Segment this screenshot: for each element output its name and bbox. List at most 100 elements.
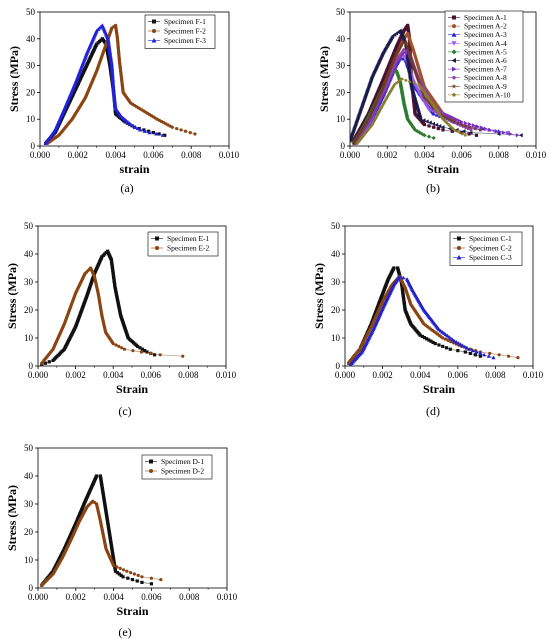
data-point bbox=[411, 65, 417, 70]
data-point bbox=[429, 339, 433, 343]
legend-label: Specimen A-3 bbox=[464, 30, 507, 39]
data-point bbox=[496, 131, 501, 137]
data-point bbox=[431, 111, 436, 116]
data-point bbox=[451, 338, 457, 343]
y-tick-label: 20 bbox=[331, 305, 341, 315]
data-point bbox=[405, 51, 409, 56]
data-point bbox=[401, 275, 406, 280]
legend-label: Specimen D-1 bbox=[161, 457, 204, 466]
data-point bbox=[412, 81, 416, 85]
data-point bbox=[426, 100, 432, 105]
data-point bbox=[443, 114, 448, 120]
data-point bbox=[406, 49, 412, 55]
y-axis-title: Stress (MPa) bbox=[312, 263, 326, 329]
data-point bbox=[487, 127, 492, 133]
data-point bbox=[113, 569, 118, 573]
data-point bbox=[125, 569, 129, 573]
data-point bbox=[470, 348, 475, 353]
data-point bbox=[407, 53, 413, 58]
data-point bbox=[181, 354, 185, 358]
data-point bbox=[447, 117, 453, 122]
series-specimen-f-3 bbox=[43, 23, 165, 145]
data-point bbox=[135, 579, 139, 583]
data-point bbox=[151, 131, 155, 135]
data-point bbox=[479, 125, 484, 130]
x-tick-label: 0.008 bbox=[489, 150, 510, 160]
legend-label: Specimen E-1 bbox=[167, 234, 210, 243]
data-point bbox=[475, 124, 480, 129]
data-point bbox=[140, 580, 144, 584]
x-tick-label: 0.004 bbox=[414, 150, 435, 160]
legend-marker bbox=[152, 19, 156, 24]
data-point bbox=[410, 63, 416, 68]
y-tick-label: 40 bbox=[24, 471, 34, 481]
data-point bbox=[415, 75, 420, 80]
data-point bbox=[436, 126, 440, 131]
data-point bbox=[441, 344, 445, 348]
data-point bbox=[122, 347, 127, 351]
x-tick-label: 0.000 bbox=[28, 370, 49, 380]
data-point bbox=[488, 351, 492, 355]
data-point bbox=[458, 131, 462, 134]
legend-marker bbox=[149, 469, 153, 473]
legend-marker bbox=[451, 32, 457, 37]
series-line bbox=[41, 475, 152, 586]
data-point bbox=[413, 71, 419, 76]
x-tick-label: 0.004 bbox=[105, 150, 126, 160]
legend-marker bbox=[452, 15, 456, 20]
data-point bbox=[474, 133, 479, 137]
data-point bbox=[405, 43, 410, 49]
y-tick-label: 30 bbox=[26, 61, 36, 71]
x-tick-label: 0.002 bbox=[68, 150, 88, 160]
data-point bbox=[424, 119, 429, 124]
data-point bbox=[402, 48, 406, 51]
x-tick-label: 0.006 bbox=[143, 150, 164, 160]
data-point bbox=[193, 132, 197, 136]
data-point bbox=[400, 56, 406, 61]
data-point bbox=[458, 342, 463, 346]
data-point bbox=[157, 132, 161, 136]
x-tick-label: 0.000 bbox=[335, 370, 356, 380]
data-point bbox=[444, 346, 449, 350]
x-tick-label: 0.010 bbox=[216, 370, 237, 380]
data-point bbox=[422, 336, 427, 340]
x-axis-title: Strain bbox=[427, 162, 459, 176]
y-tick-label: 20 bbox=[336, 87, 346, 97]
y-tick-label: 50 bbox=[24, 221, 34, 231]
data-point bbox=[427, 124, 431, 128]
data-point bbox=[486, 354, 491, 358]
data-point bbox=[410, 60, 415, 66]
x-tick-label: 0.002 bbox=[65, 370, 85, 380]
data-point bbox=[460, 119, 464, 124]
x-tick-label: 0.006 bbox=[141, 592, 162, 602]
data-point bbox=[392, 266, 396, 270]
legend-label: Specimen C-1 bbox=[469, 234, 512, 243]
data-point bbox=[139, 350, 143, 354]
legend-label: Specimen A-5 bbox=[464, 47, 507, 56]
data-point bbox=[119, 573, 123, 577]
data-point bbox=[508, 131, 513, 137]
data-point bbox=[443, 337, 448, 341]
y-tick-label: 40 bbox=[24, 249, 34, 259]
data-point bbox=[466, 347, 472, 351]
series-line bbox=[41, 500, 161, 586]
data-point bbox=[473, 353, 477, 357]
y-tick-label: 0 bbox=[341, 141, 346, 151]
legend-label: Specimen A-1 bbox=[464, 13, 507, 22]
data-point bbox=[415, 129, 420, 134]
x-tick-label: 0.006 bbox=[141, 370, 162, 380]
data-point bbox=[413, 127, 418, 133]
data-point bbox=[471, 123, 476, 128]
data-point bbox=[445, 116, 451, 121]
data-point bbox=[413, 69, 418, 74]
data-point bbox=[163, 133, 167, 137]
x-tick-label: 0.010 bbox=[219, 150, 240, 160]
chart-panel-4: 0.000 0.002 0.004 0.006 0.008 0.010 0 10 20 30 40 5… bbox=[312, 221, 544, 418]
x-tick-label: 0.008 bbox=[485, 370, 506, 380]
data-point bbox=[179, 128, 183, 132]
data-point bbox=[175, 126, 179, 131]
legend-label: Specimen A-7 bbox=[464, 65, 507, 74]
